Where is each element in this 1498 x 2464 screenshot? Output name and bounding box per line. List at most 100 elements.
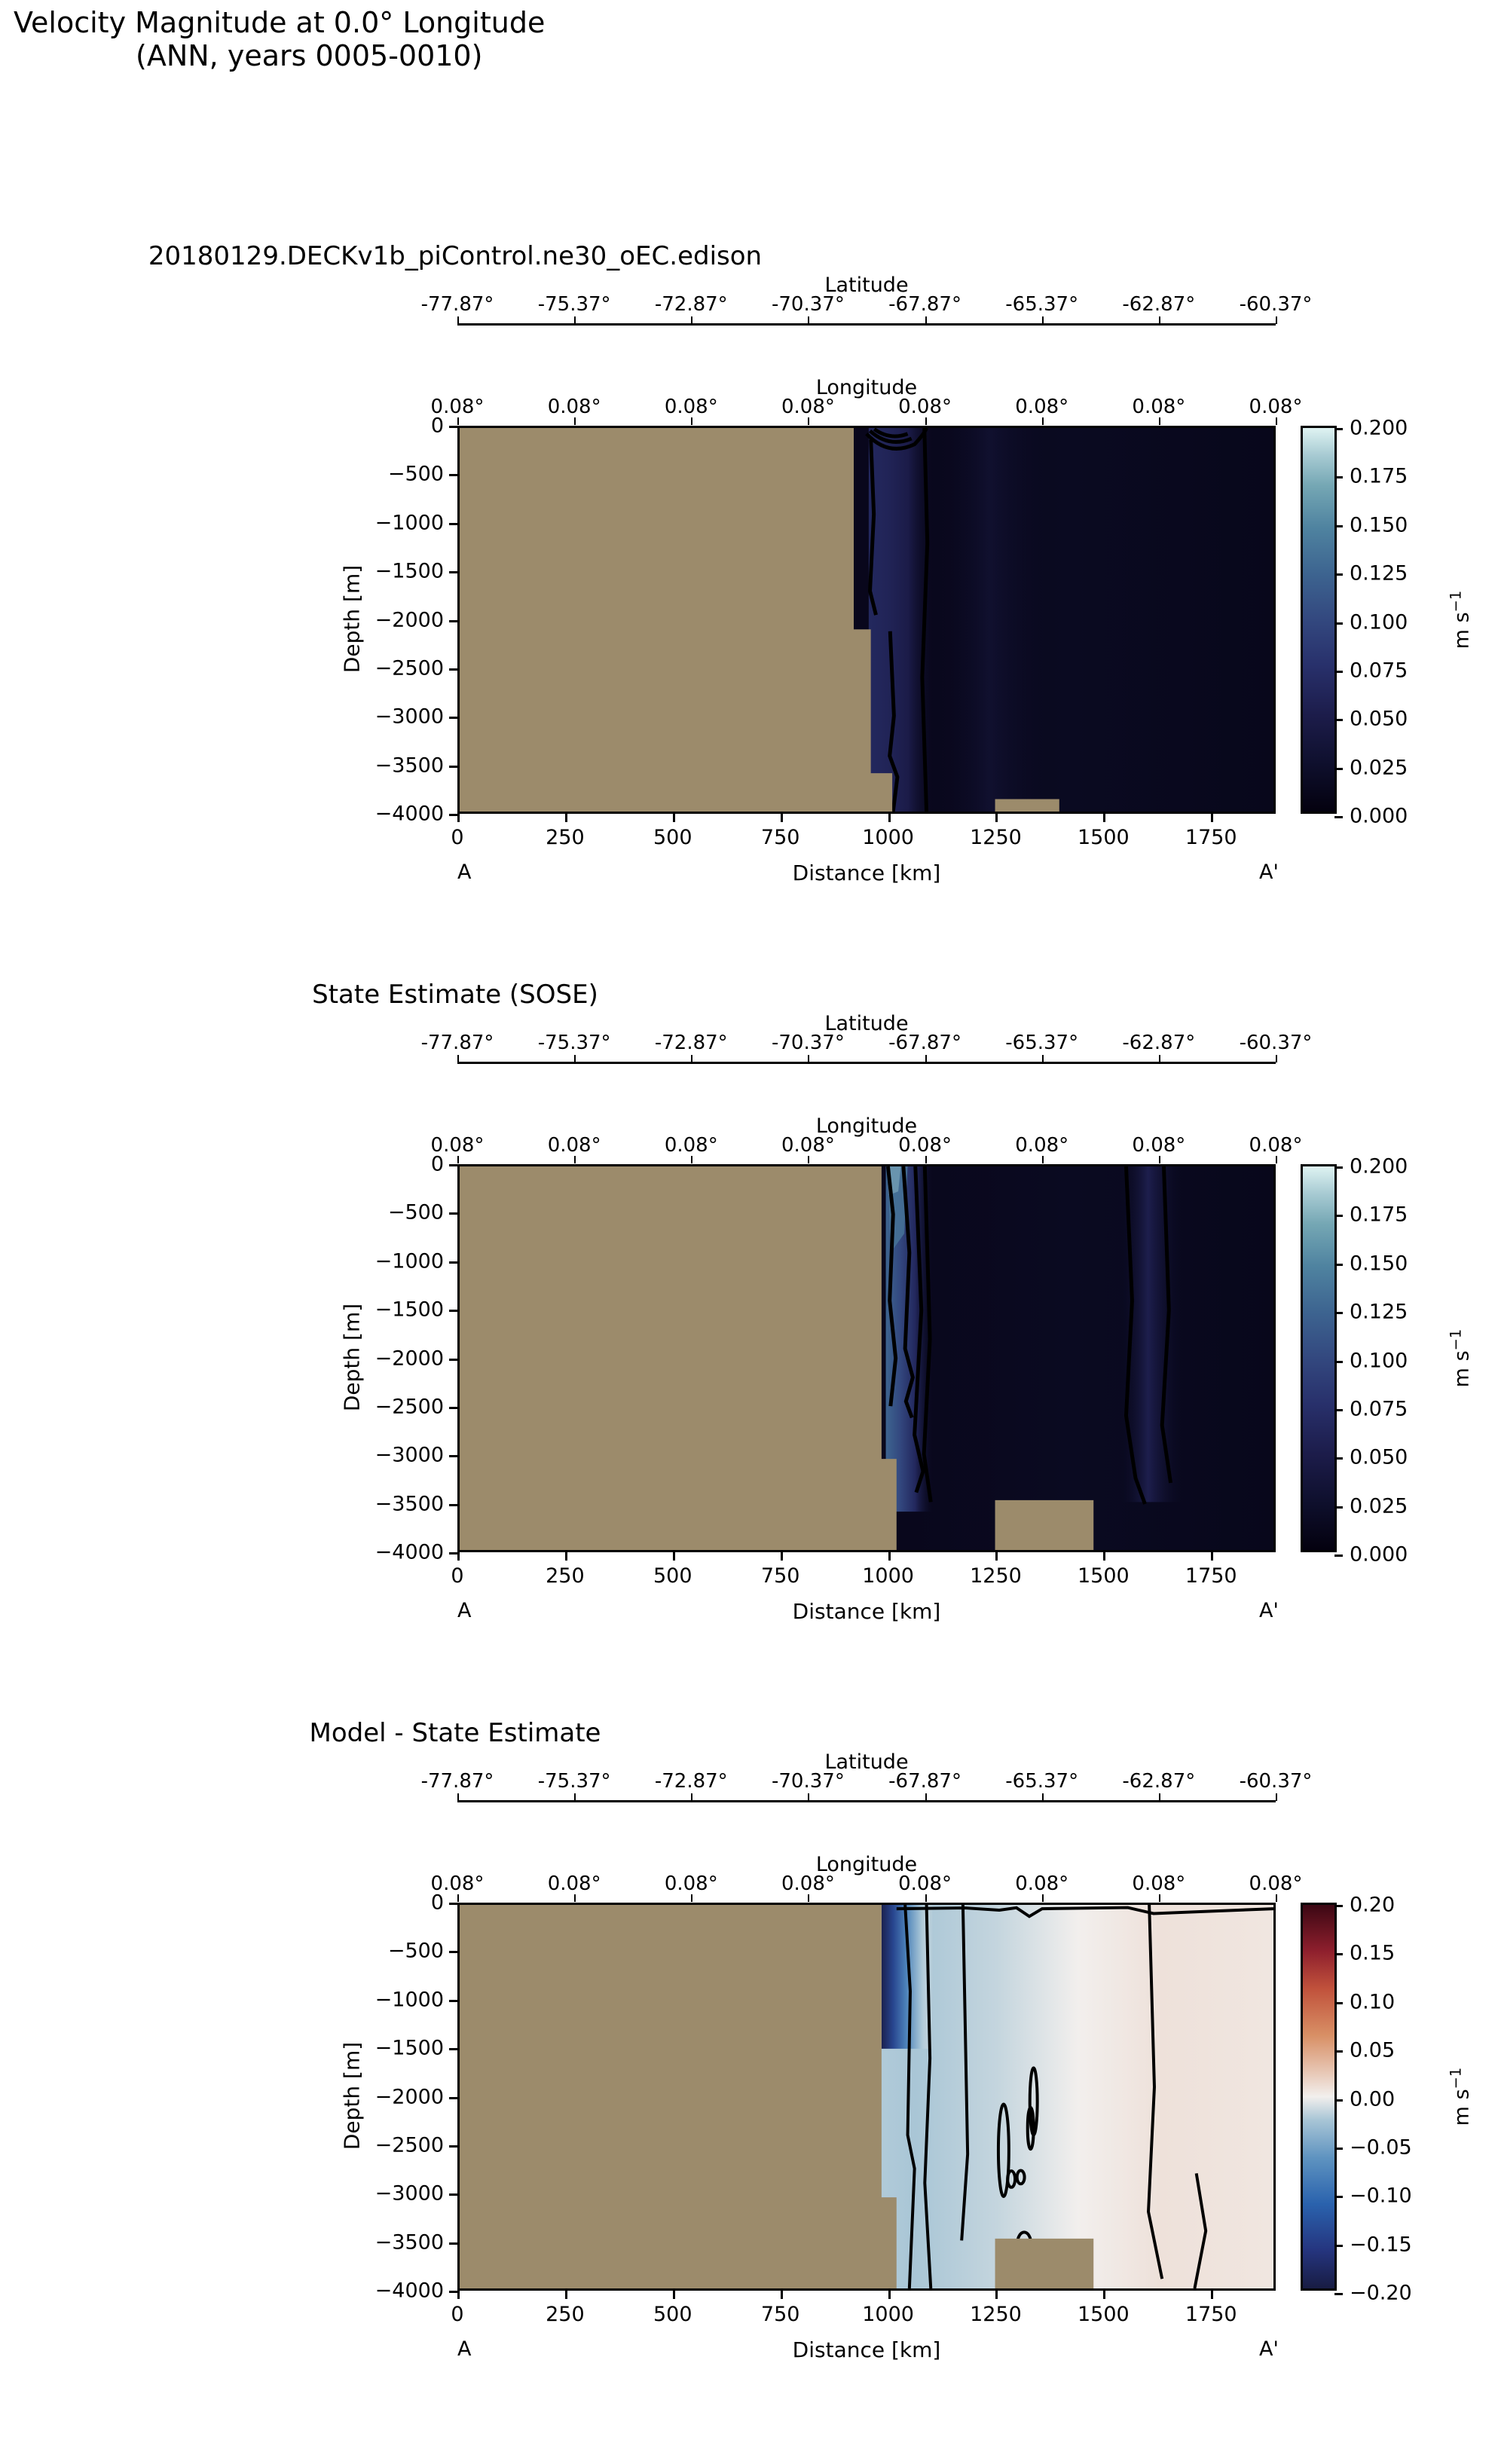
latitude-tick — [1158, 316, 1160, 324]
colorbar-tick-label: 0.125 — [1350, 1300, 1408, 1324]
distance-tick — [1211, 814, 1214, 822]
depth-tick-label: −1500 — [374, 2036, 444, 2060]
latitude-tick — [1041, 1055, 1044, 1062]
distance-tick — [564, 814, 567, 822]
distance-tick — [1103, 2291, 1106, 2299]
colorbar-tick — [1334, 1953, 1343, 1956]
colorbar-tick-label: −0.05 — [1350, 2135, 1412, 2160]
latitude-tick-label: -60.37° — [1239, 1770, 1313, 1793]
colorbar-tick — [1334, 2099, 1343, 2102]
colorbar-tick-label: 0.10 — [1350, 1990, 1396, 2014]
colorbar-tick-label: 0.100 — [1350, 1349, 1408, 1372]
distance-tick-label: 1250 — [970, 1564, 1022, 1588]
colorbar-tick — [1334, 1215, 1343, 1218]
colorbar-tick — [1334, 524, 1343, 527]
depth-tick-label: −2000 — [374, 2085, 444, 2108]
longitude-tick — [808, 1894, 810, 1902]
longitude-tick-label: 0.08° — [430, 396, 485, 418]
distance-tick-label: 250 — [546, 2303, 585, 2326]
depth-tick — [449, 2291, 457, 2293]
distance-tick-label: 750 — [760, 1564, 800, 1588]
colorbar-unit-label: m s−1 — [1448, 574, 1474, 665]
plot-area — [457, 426, 1276, 814]
distance-tick — [1211, 1552, 1214, 1561]
colorbar-tick — [1334, 573, 1343, 576]
colorbar-tick-label: 0.150 — [1350, 1252, 1408, 1276]
latitude-tick — [808, 1793, 810, 1801]
colorbar: 0.200 0.175 0.150 0.125 0.100 0.075 0.050 0.025… — [1301, 1155, 1408, 1567]
depth-tick — [449, 1999, 457, 2002]
colorbar-tick — [1334, 2244, 1343, 2247]
depth-tick — [449, 426, 457, 428]
longitude-tick-label: 0.08° — [898, 1134, 952, 1157]
latitude-tick-label: -65.37° — [1005, 1032, 1079, 1054]
latitude-tick — [1276, 1055, 1277, 1062]
latitude-tick — [691, 1055, 693, 1062]
distance-tick — [995, 2291, 998, 2299]
longitude-tick-label: 0.08° — [430, 1134, 485, 1157]
latitude-tick — [1276, 316, 1277, 324]
depth-tick-label: −1000 — [374, 1249, 444, 1273]
longitude-tick — [1276, 1894, 1277, 1902]
subplot-title: 20180129.DECKv1b_piControl.ne30_oEC.edis… — [148, 241, 763, 271]
colorbar-unit-label: m s−1 — [1448, 1313, 1474, 1403]
depth-tick-label: −3500 — [374, 2230, 444, 2255]
distance-tick — [888, 814, 891, 822]
colorbar-tick-label: 0.175 — [1350, 1203, 1408, 1227]
latitude-tick — [457, 1793, 459, 1801]
latitude-tick — [1041, 316, 1044, 324]
colorbar-unit-exponent: −1 — [1447, 1328, 1465, 1350]
latitude-tick — [574, 316, 576, 324]
depth-tick-label: −4000 — [374, 1540, 444, 1564]
subplot-title: Model - State Estimate — [309, 1718, 601, 1748]
latitude-tick — [1158, 1055, 1160, 1062]
colorbar-tick-label: 0.175 — [1350, 464, 1408, 488]
colorbar-tick-label: 0.100 — [1350, 610, 1408, 634]
distance-tick-label: 0 — [451, 2303, 464, 2326]
depth-tick — [449, 1212, 457, 1215]
longitude-tick-label: 0.08° — [547, 1872, 601, 1895]
distance-tick-label: 250 — [546, 1564, 585, 1588]
depth-tick — [449, 1503, 457, 1506]
colorbar-tick — [1334, 1555, 1343, 1557]
distance-axis-label: Distance [km] — [792, 1599, 941, 1624]
distance-tick — [672, 1552, 675, 1561]
depth-tick-label: −500 — [387, 1939, 444, 1963]
longitude-axis-label: Longitude — [815, 376, 918, 399]
depth-tick-label: −500 — [387, 462, 444, 486]
latitude-tick — [1276, 1793, 1277, 1801]
depth-tick — [449, 2096, 457, 2099]
colorbar-unit-base: m s — [1450, 611, 1474, 649]
longitude-tick — [691, 417, 693, 425]
longitude-tick — [1276, 417, 1277, 425]
colorbar-tick-label: 0.025 — [1350, 1494, 1408, 1518]
colorbar-tick — [1334, 2293, 1343, 2295]
colorbar-tick — [1334, 2050, 1343, 2053]
longitude-tick-label: 0.08° — [1015, 1872, 1069, 1895]
colorbar-tick — [1334, 428, 1343, 430]
distance-tick-label: 250 — [546, 826, 585, 849]
colorbar: 0.20 0.15 0.10 0.05 0.00 −0.05 −0.10 −0.15 −0.20 — [1301, 1894, 1412, 2305]
longitude-tick-label: 0.08° — [1132, 1134, 1186, 1157]
colorbar-tick — [1334, 476, 1343, 479]
depth-tick — [449, 1552, 457, 1555]
distance-tick — [780, 2291, 783, 2299]
depth-tick — [449, 765, 457, 768]
depth-tick-label: −4000 — [374, 2279, 444, 2303]
velocity-field — [460, 428, 1273, 812]
longitude-tick-label: 0.08° — [430, 1872, 485, 1895]
latitude-tick-label: -75.37° — [537, 1032, 611, 1054]
latitude-tick-label: -65.37° — [1005, 1770, 1079, 1793]
distance-tick — [888, 1552, 891, 1561]
longitude-tick — [457, 1894, 459, 1902]
longitude-tick — [457, 1156, 459, 1163]
distance-axis-label: Distance [km] — [792, 861, 941, 885]
depth-tick — [449, 1455, 457, 1458]
transect-end-label: A' — [1259, 2337, 1279, 2361]
latitude-tick-label: -77.87° — [420, 1770, 494, 1793]
figure-suptitle-line1: Velocity Magnitude at 0.0° Longitude — [14, 6, 546, 39]
depth-tick — [449, 1903, 457, 1905]
colorbar-tick — [1334, 816, 1343, 818]
longitude-tick-label: 0.08° — [781, 1134, 835, 1157]
distance-tick-label: 1000 — [862, 2303, 914, 2326]
